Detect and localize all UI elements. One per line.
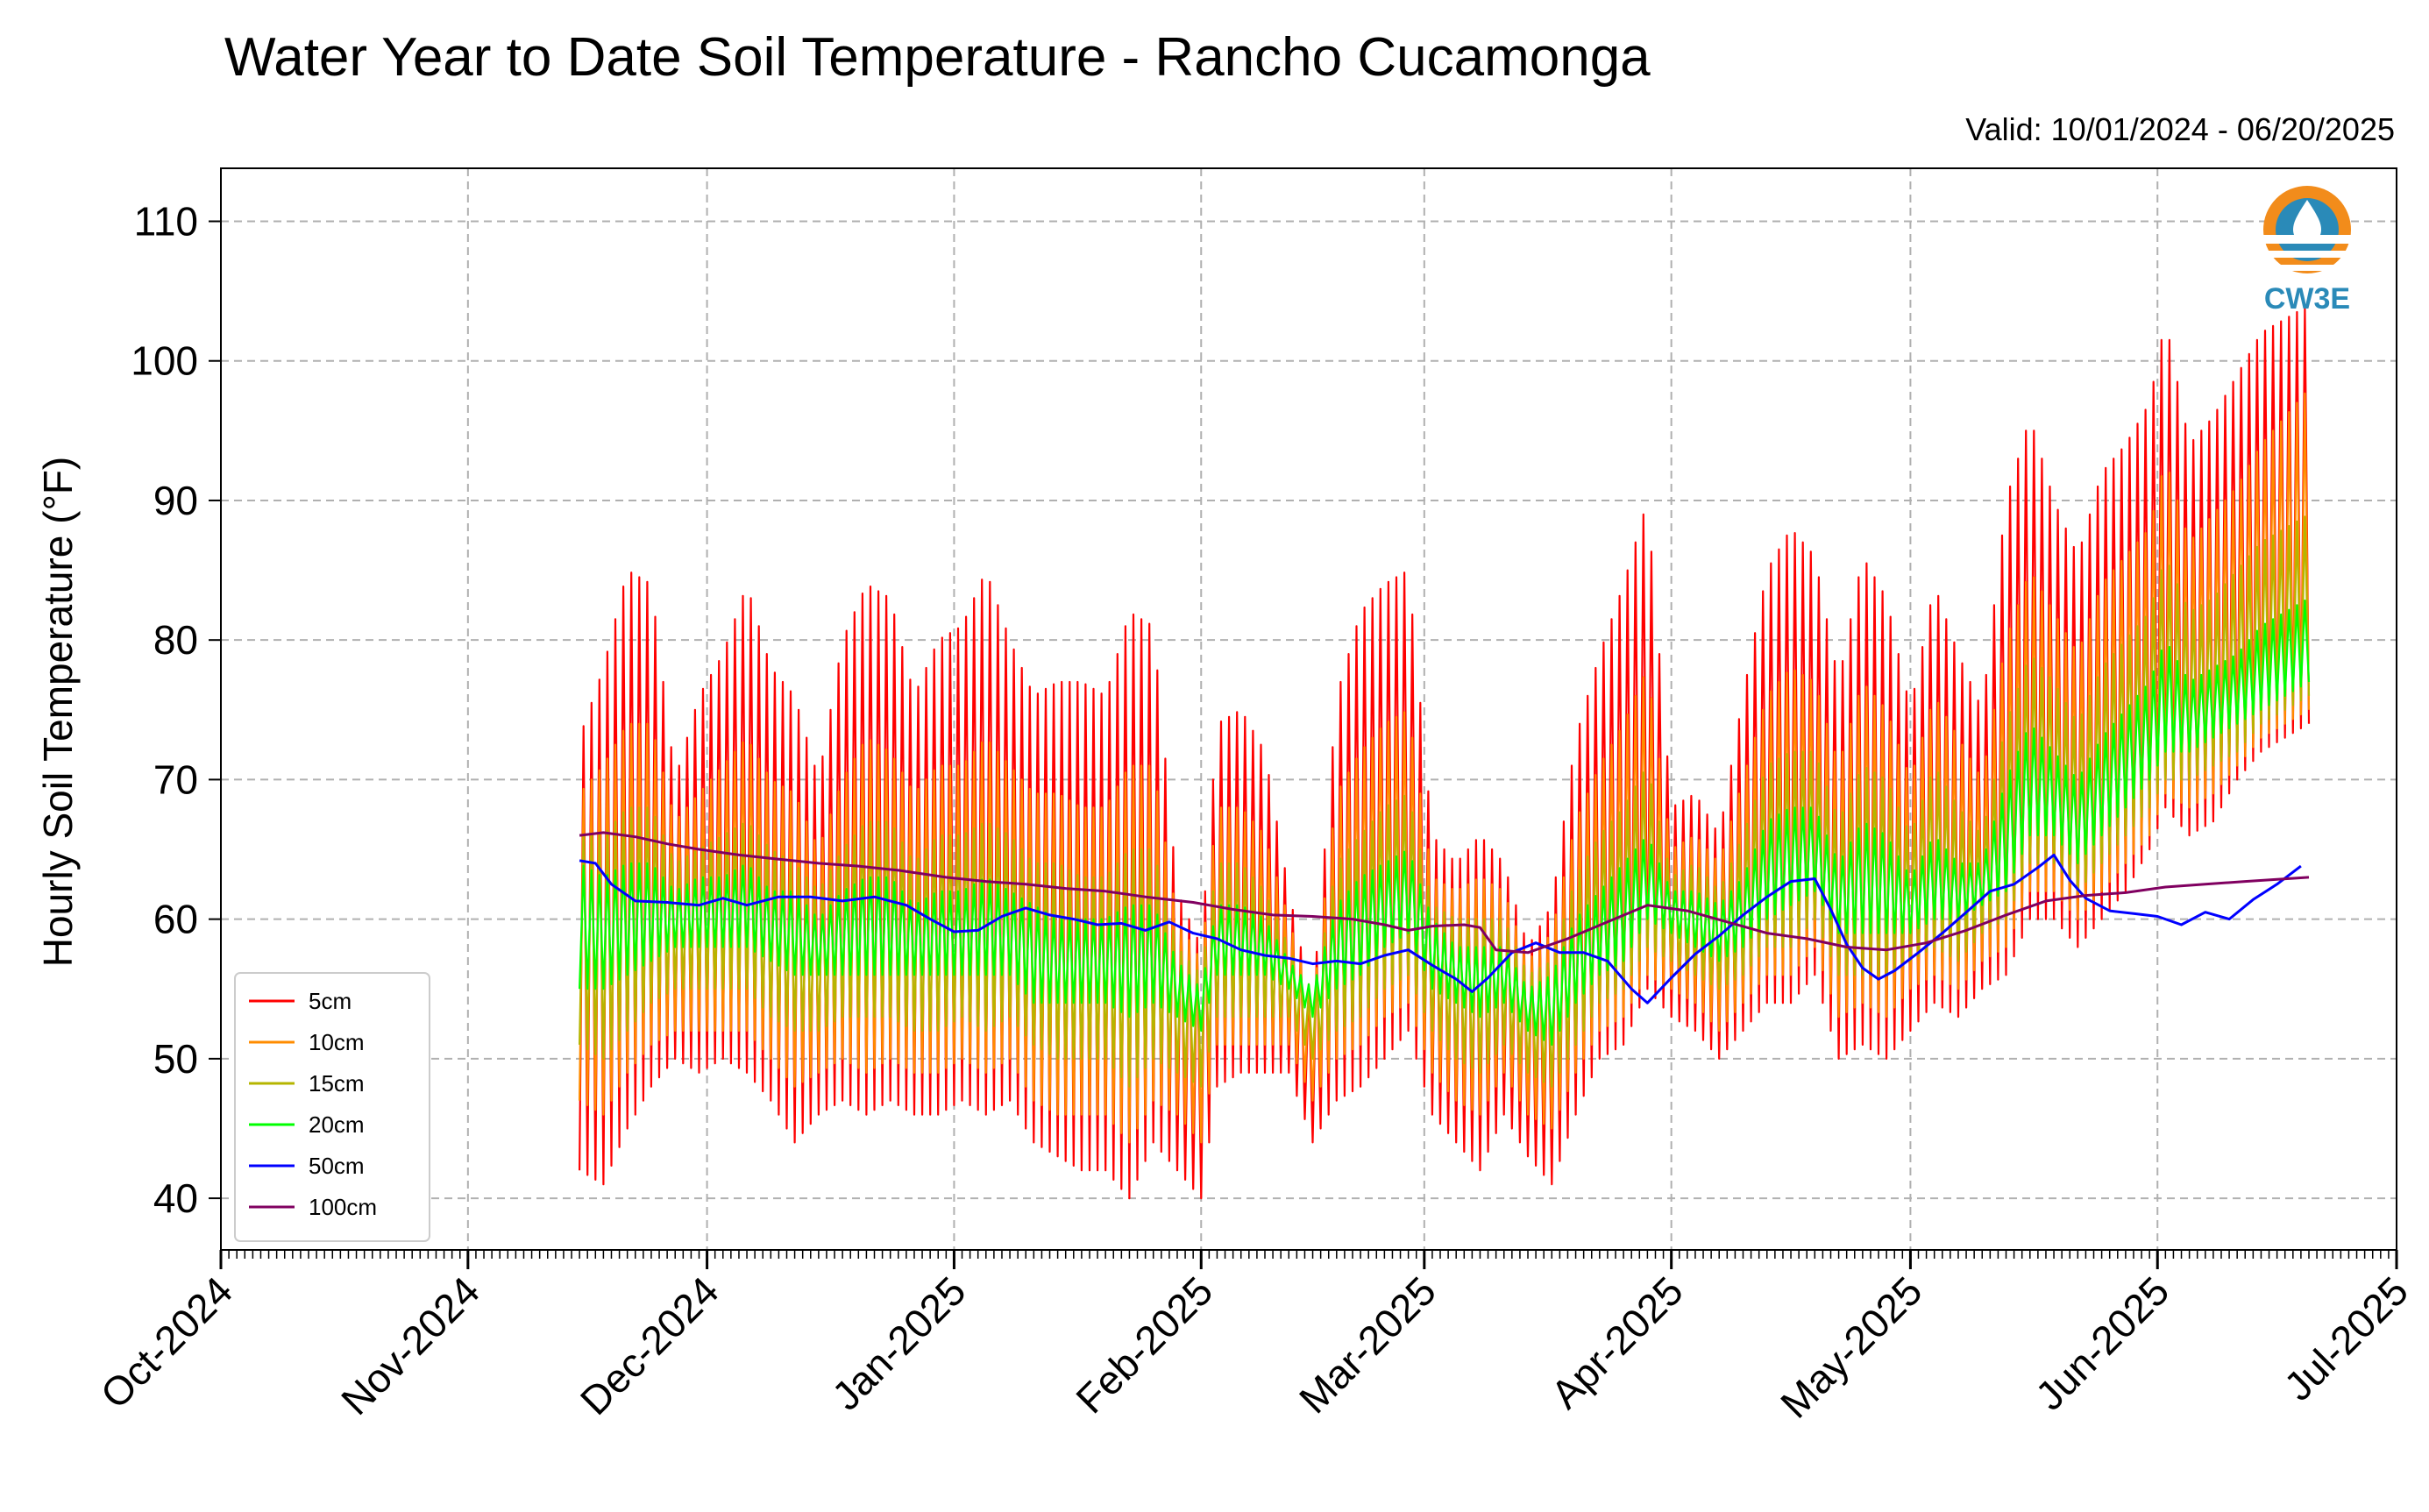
y-axis-label: Hourly Soil Temperature (°F) — [35, 457, 81, 968]
y-tick-label: 110 — [134, 199, 198, 245]
legend-label-20cm: 20cm — [309, 1111, 365, 1138]
legend-label-15cm: 15cm — [309, 1070, 365, 1097]
legend-label-10cm: 10cm — [309, 1029, 365, 1055]
series-line-50cm — [579, 853, 2302, 1004]
legend: 5cm 10cm 15cm 20cm 50cm 100cm — [234, 972, 430, 1242]
legend-label-100cm: 100cm — [309, 1194, 377, 1220]
cw3e-logo: CW3E — [2263, 186, 2351, 316]
legend-label-50cm: 50cm — [309, 1153, 365, 1179]
logo-drop-icon — [2293, 200, 2321, 244]
plot-frame — [220, 167, 2397, 1251]
chart-title: Water Year to Date Soil Temperature - Ra… — [224, 27, 1651, 88]
y-tick-label: 50 — [153, 1036, 198, 1082]
series-layer — [579, 306, 2311, 1200]
series-line-20cm — [579, 599, 2311, 1047]
logo-text: CW3E — [2264, 282, 2350, 316]
y-tick-label: 70 — [153, 756, 198, 802]
legend-box — [234, 972, 430, 1242]
y-tick-label: 40 — [153, 1175, 198, 1221]
logo-wave-icon — [2263, 235, 2351, 271]
legend-label-5cm: 5cm — [309, 988, 352, 1014]
y-tick-label: 80 — [153, 617, 198, 663]
y-tick-label: 100 — [131, 338, 198, 384]
chart-subtitle: Valid: 10/01/2024 - 06/20/2025 — [1965, 111, 2395, 147]
y-tick-label: 60 — [153, 897, 198, 942]
y-tick-label: 90 — [153, 478, 198, 523]
series-line-100cm — [579, 831, 2310, 955]
